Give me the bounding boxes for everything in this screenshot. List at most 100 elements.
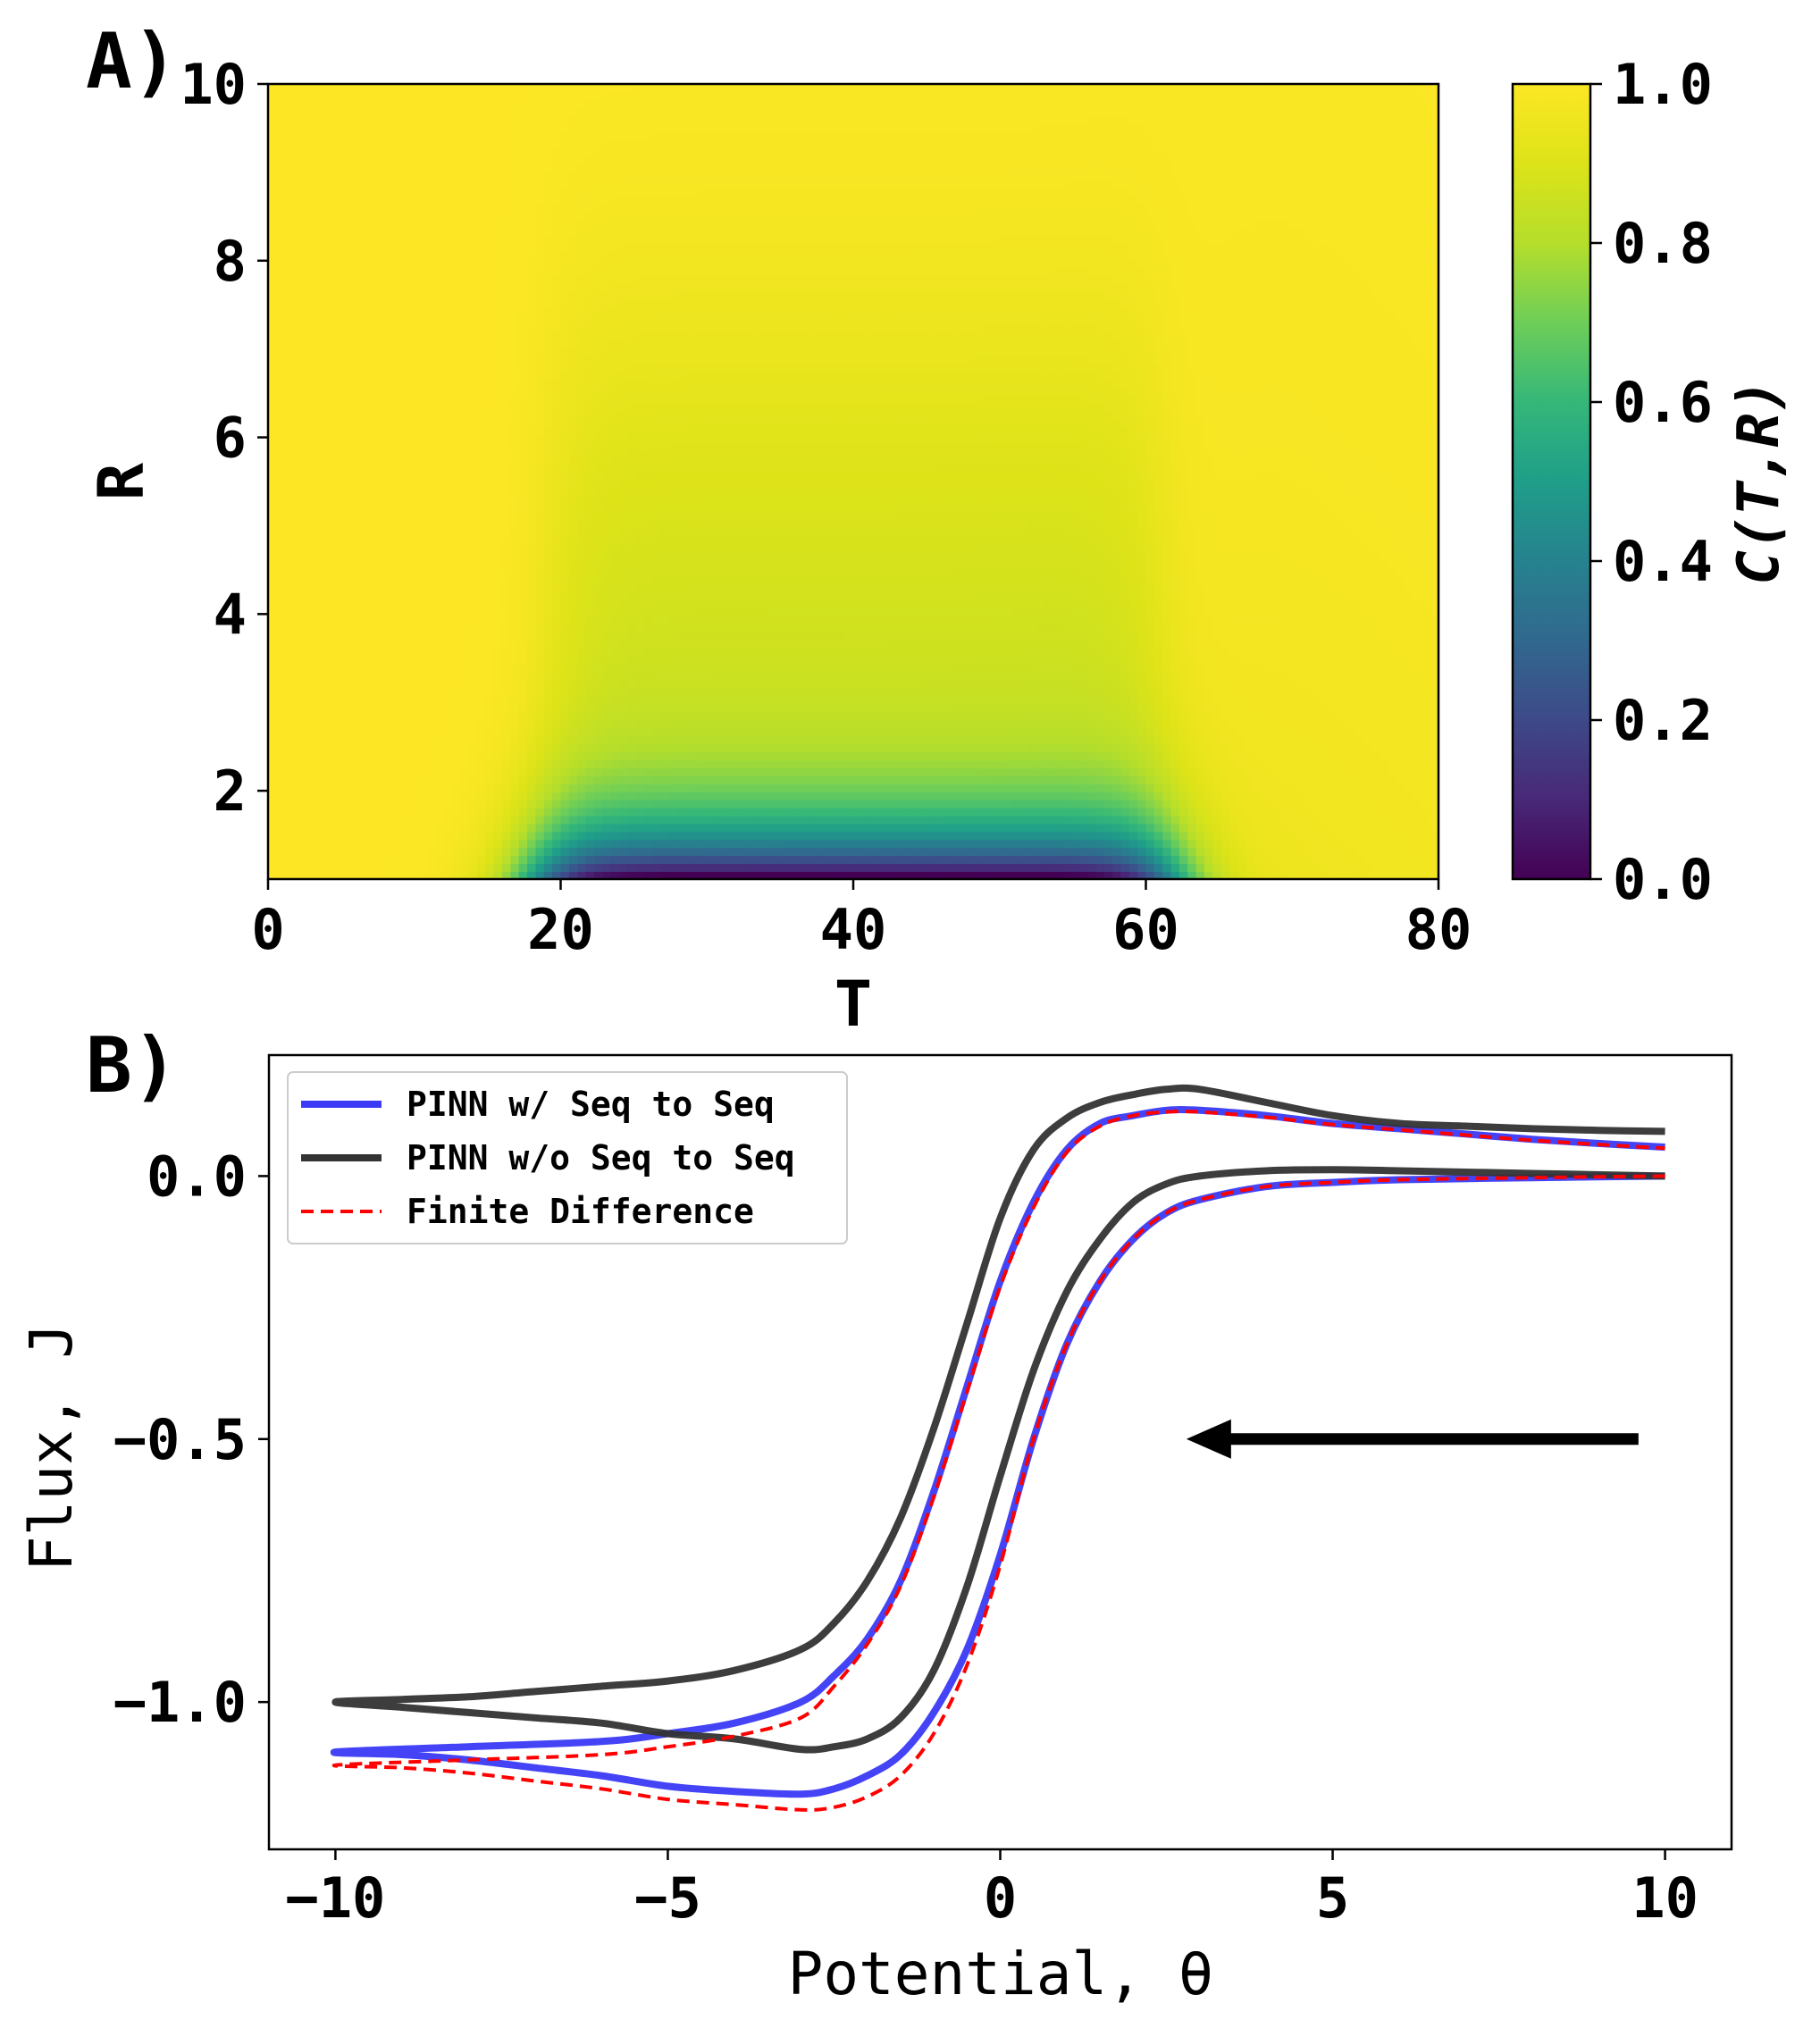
heatmap-cell <box>376 211 386 221</box>
heatmap-cell <box>568 441 579 451</box>
heatmap-cell <box>284 227 294 236</box>
heatmap-cell <box>644 179 654 189</box>
heatmap-cell <box>376 847 386 857</box>
heatmap-cell <box>401 800 411 809</box>
heatmap-cell <box>485 505 495 515</box>
heatmap-cell <box>343 354 353 364</box>
heatmap-cell <box>435 792 445 800</box>
heatmap-cell <box>535 863 545 872</box>
heatmap-cell <box>359 187 370 197</box>
heatmap-cell <box>585 378 595 387</box>
heatmap-cell <box>468 767 478 777</box>
heatmap-cell <box>493 417 503 427</box>
heatmap-cell <box>385 354 395 364</box>
heatmap-cell <box>669 800 679 809</box>
heatmap-cell <box>451 648 462 658</box>
heatmap-cell <box>619 449 629 459</box>
heatmap-cell <box>510 696 520 705</box>
heatmap-cell <box>368 131 378 141</box>
heatmap-cell <box>435 465 445 474</box>
heatmap-cell <box>593 608 604 618</box>
heatmap-cell <box>268 759 278 769</box>
heatmap-cell <box>451 513 462 523</box>
heatmap-cell <box>568 641 579 649</box>
heatmap-cell <box>359 696 370 705</box>
heatmap-cell <box>343 115 353 125</box>
heatmap-cell <box>585 91 595 101</box>
heatmap-cell <box>543 219 553 228</box>
heatmap-cell <box>527 417 537 427</box>
heatmap-cell <box>301 784 311 792</box>
heatmap-cell <box>527 139 537 148</box>
heatmap-cell <box>669 243 679 252</box>
heatmap-cell <box>652 863 662 872</box>
heatmap-cell <box>577 91 587 101</box>
heatmap-cell <box>359 831 370 841</box>
heatmap-cell <box>510 441 520 451</box>
heatmap-cell <box>393 323 403 331</box>
heatmap-cell <box>510 704 520 713</box>
heatmap-cell <box>359 759 370 769</box>
heatmap-cell <box>677 409 687 419</box>
heatmap-cell <box>443 330 453 339</box>
heatmap-cell <box>527 298 537 307</box>
heatmap-cell <box>485 863 495 872</box>
heatmap-cell <box>268 664 278 674</box>
heatmap-cell <box>535 258 545 268</box>
heatmap-cell <box>660 839 670 849</box>
heatmap-cell <box>451 664 462 674</box>
heatmap-cell <box>468 712 478 721</box>
heatmap-cell <box>485 171 495 180</box>
heatmap-cell <box>635 839 645 849</box>
heatmap-cell <box>568 290 579 300</box>
heatmap-cell <box>476 497 487 507</box>
heatmap-cell <box>518 616 528 625</box>
heatmap-cell <box>460 688 470 698</box>
heatmap-cell <box>460 696 470 705</box>
heatmap-cell <box>309 227 319 236</box>
heatmap-cell <box>560 513 570 523</box>
heatmap-cell <box>552 417 562 427</box>
heatmap-cell <box>518 863 528 872</box>
heatmap-cell <box>276 139 286 148</box>
heatmap-cell <box>535 759 545 769</box>
heatmap-cell <box>334 537 345 546</box>
heatmap-cell <box>652 394 662 403</box>
heatmap-cell <box>560 417 570 427</box>
heatmap-cell <box>268 465 278 474</box>
heatmap-cell <box>476 449 487 459</box>
heatmap-cell <box>385 600 395 610</box>
heatmap-cell <box>552 656 562 666</box>
heatmap-cell <box>443 696 453 705</box>
heatmap-cell <box>435 823 445 833</box>
heatmap-cell <box>268 704 278 713</box>
heatmap-cell <box>635 759 645 769</box>
heatmap-cell <box>284 258 294 268</box>
heatmap-cell <box>518 759 528 769</box>
heatmap-cell <box>401 425 411 435</box>
heatmap-cell <box>677 195 687 205</box>
heatmap-cell <box>268 855 278 864</box>
heatmap-cell <box>560 338 570 348</box>
heatmap-cell <box>627 346 637 356</box>
heatmap-cell <box>318 784 328 792</box>
heatmap-cell <box>619 417 629 427</box>
heatmap-cell <box>535 91 545 101</box>
heatmap-cell <box>635 608 645 618</box>
heatmap-cell <box>334 362 345 372</box>
heatmap-cell <box>393 735 403 745</box>
heatmap-cell <box>552 521 562 531</box>
heatmap-cell <box>677 250 687 260</box>
heatmap-cell <box>568 298 579 307</box>
heatmap-cell <box>476 505 487 515</box>
heatmap-cell <box>577 831 587 841</box>
heatmap-cell <box>460 298 470 307</box>
heatmap-cell <box>476 664 487 674</box>
heatmap-cell <box>610 727 620 737</box>
heatmap-cell <box>418 394 428 403</box>
heatmap-cell <box>627 290 637 300</box>
heatmap-cell <box>276 863 286 872</box>
heatmap-cell <box>560 592 570 602</box>
heatmap-cell <box>476 592 487 602</box>
heatmap-cell <box>351 123 361 133</box>
